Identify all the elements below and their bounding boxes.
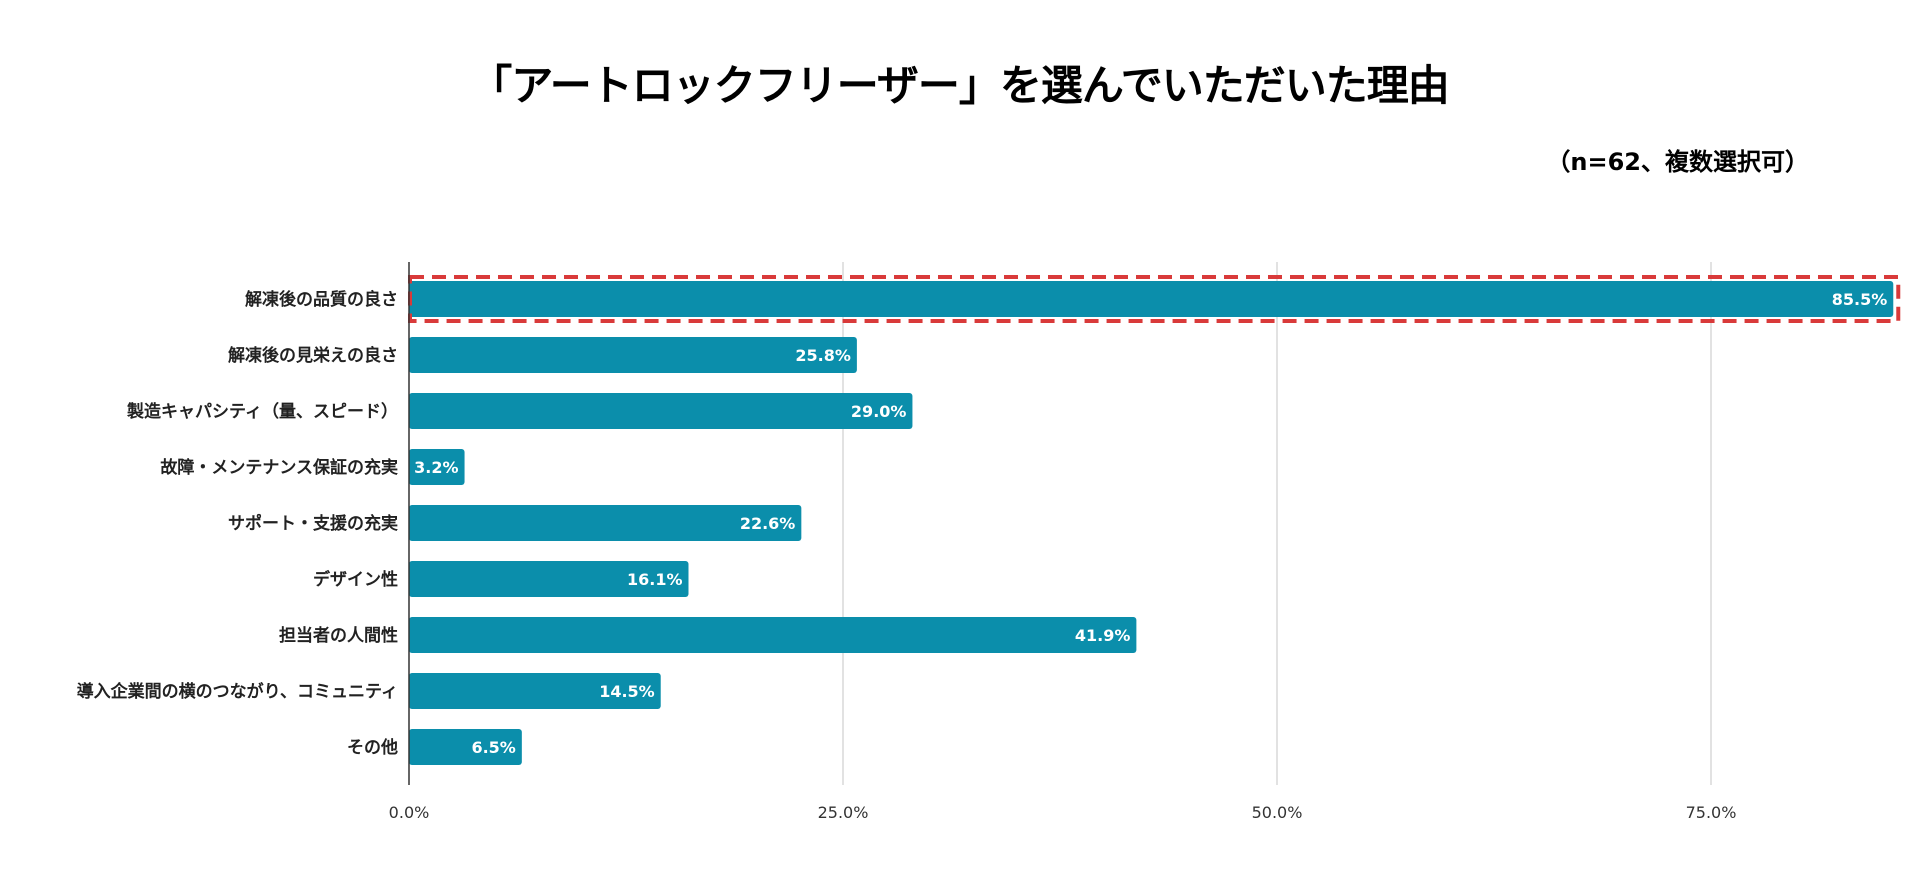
bar <box>409 505 802 541</box>
bar <box>409 449 465 485</box>
data-label: 85.5% <box>1832 290 1888 309</box>
data-label: 14.5% <box>599 682 655 701</box>
category-label: 製造キャパシティ（量、スピード） <box>126 401 398 422</box>
bar <box>409 617 1137 653</box>
x-tick-label: 0.0% <box>389 803 430 822</box>
bar <box>409 673 661 709</box>
x-tick-label: 75.0% <box>1686 803 1737 822</box>
bar <box>409 281 1894 317</box>
chart-title: 「アートロックフリーザー」を選んでいただいた理由 <box>470 61 1450 110</box>
category-label: その他 <box>347 737 398 758</box>
data-label: 25.8% <box>795 346 851 365</box>
category-label: デザイン性 <box>313 569 398 590</box>
bar <box>409 561 689 597</box>
category-label: 解凍後の見栄えの良さ <box>228 345 398 366</box>
x-tick-label: 25.0% <box>818 803 869 822</box>
data-label: 3.2% <box>414 458 458 477</box>
chart-subtitle: （n=62、複数選択可） <box>1546 148 1809 176</box>
bar <box>409 729 522 765</box>
data-label: 22.6% <box>740 514 796 533</box>
x-tick-label: 50.0% <box>1252 803 1303 822</box>
data-label: 29.0% <box>851 402 907 421</box>
data-label: 6.5% <box>471 738 515 757</box>
category-label: サポート・支援の充実 <box>228 513 398 534</box>
bar <box>409 337 857 373</box>
data-label: 41.9% <box>1075 626 1131 645</box>
category-label: 解凍後の品質の良さ <box>245 289 398 310</box>
category-label: 担当者の人間性 <box>279 625 398 646</box>
category-label: 故障・メンテナンス保証の充実 <box>160 457 398 478</box>
category-label: 導入企業間の横のつながり、コミュニティ <box>77 681 398 702</box>
highlight-box <box>408 275 1901 323</box>
data-label: 16.1% <box>627 570 683 589</box>
bar <box>409 393 913 429</box>
